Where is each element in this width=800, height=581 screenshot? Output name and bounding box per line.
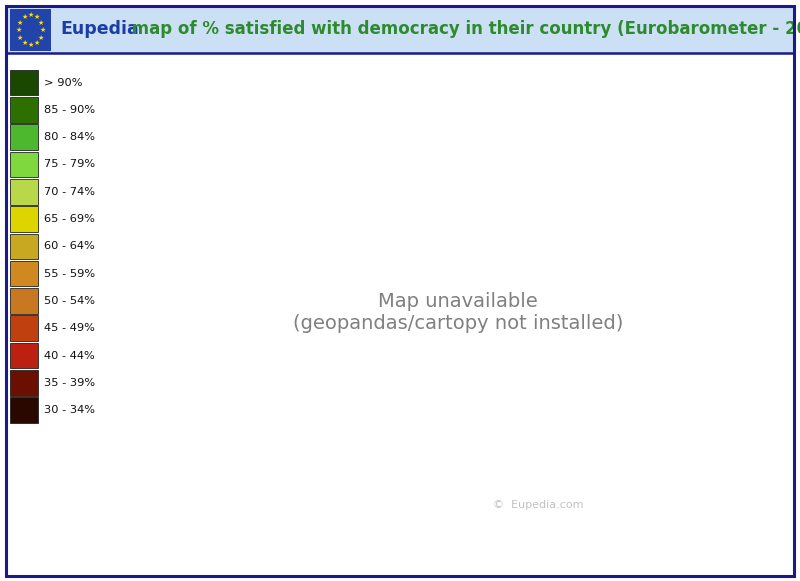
Text: 75 - 79%: 75 - 79% [44,159,95,170]
Text: ★: ★ [15,27,22,33]
Text: 65 - 69%: 65 - 69% [44,214,95,224]
Text: 70 - 74%: 70 - 74% [44,187,95,197]
Text: map of % satisfied with democracy in their country (Eurobarometer - 2019): map of % satisfied with democracy in the… [126,20,800,38]
Text: ★: ★ [17,20,23,26]
Text: ★: ★ [22,40,27,46]
Text: ★: ★ [38,35,44,41]
Text: ★: ★ [34,40,39,46]
Text: 60 - 64%: 60 - 64% [44,241,94,252]
Text: ★: ★ [22,14,27,20]
Text: 45 - 49%: 45 - 49% [44,323,95,333]
Text: ★: ★ [17,35,23,41]
Text: ★: ★ [27,42,34,48]
Text: 40 - 44%: 40 - 44% [44,350,94,361]
Text: ★: ★ [34,14,39,20]
Text: ★: ★ [38,20,44,26]
Text: Map unavailable
(geopandas/cartopy not installed): Map unavailable (geopandas/cartopy not i… [293,292,623,333]
Text: 85 - 90%: 85 - 90% [44,105,95,115]
Text: Eupedia: Eupedia [60,20,138,38]
Text: 30 - 34%: 30 - 34% [44,405,95,415]
Text: 35 - 39%: 35 - 39% [44,378,95,388]
Text: 80 - 84%: 80 - 84% [44,132,95,142]
Text: ★: ★ [39,27,46,33]
Text: > 90%: > 90% [44,77,82,88]
Text: 55 - 59%: 55 - 59% [44,268,95,279]
Text: ★: ★ [27,12,34,18]
Text: ©  Eupedia.com: © Eupedia.com [493,500,583,511]
Text: 50 - 54%: 50 - 54% [44,296,95,306]
